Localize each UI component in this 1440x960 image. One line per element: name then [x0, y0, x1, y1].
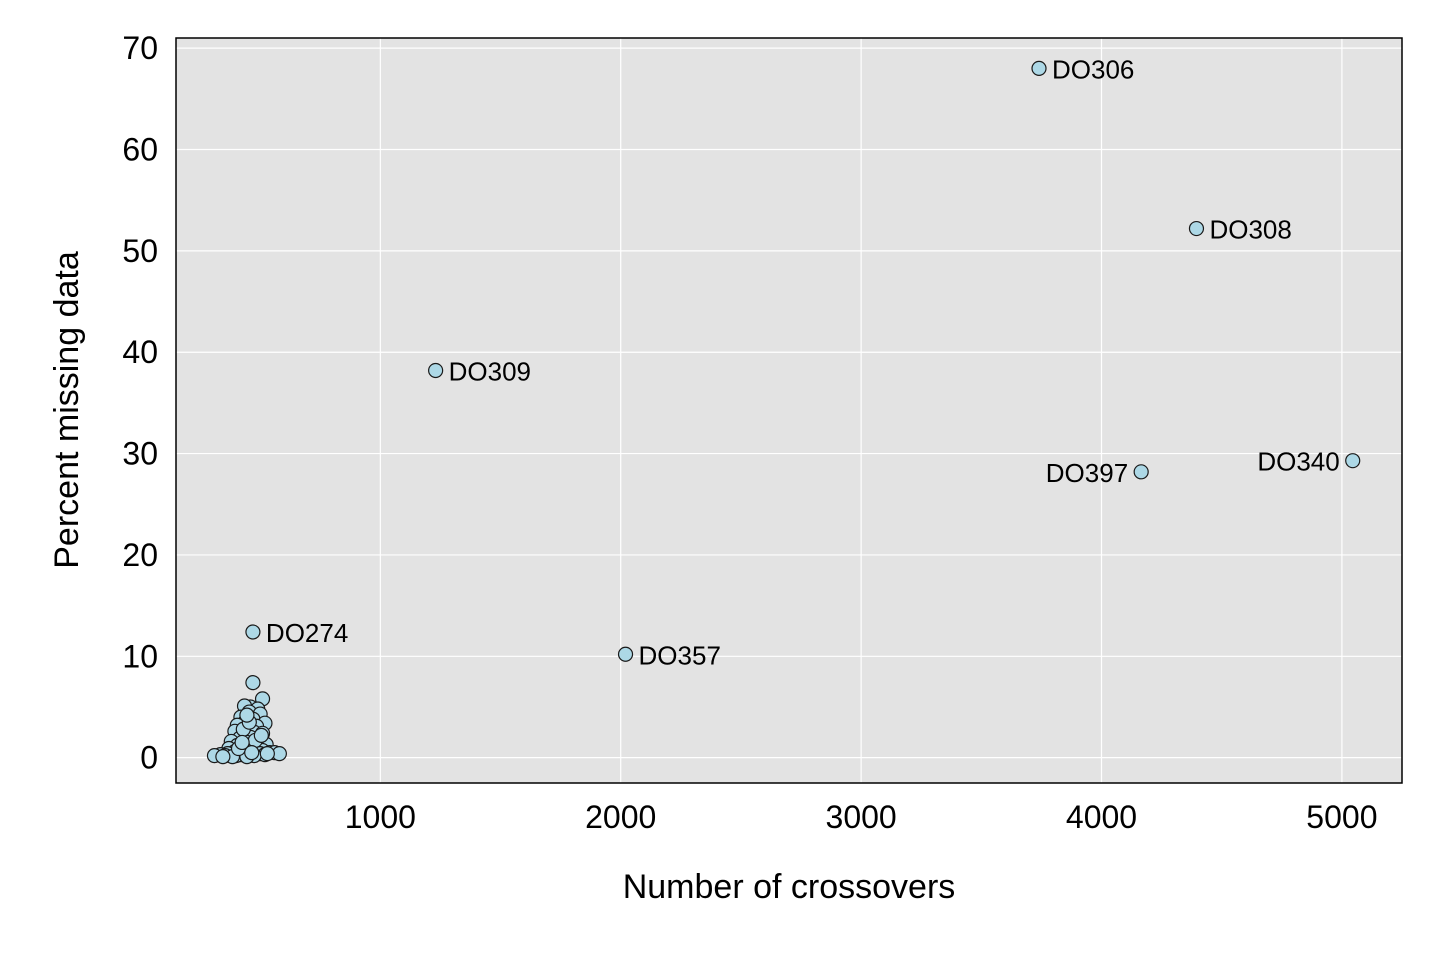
point-label: DO397: [1046, 458, 1128, 488]
point-label: DO306: [1052, 54, 1134, 84]
y-tick-label: 50: [122, 233, 158, 269]
point-label: DO340: [1257, 447, 1339, 477]
grid-lines: [176, 38, 1402, 783]
labeled-point: [1188, 220, 1205, 237]
labeled-point: [617, 646, 634, 662]
data-point: [244, 744, 260, 761]
point-label: DO308: [1209, 215, 1291, 245]
point-label: DO274: [266, 618, 348, 648]
y-tick-labels: 0 10 20 30 40 50 60 70: [122, 30, 158, 776]
x-tick-label: 5000: [1306, 799, 1377, 835]
y-axis-title: Percent missing data: [48, 251, 86, 569]
x-tick-label: 4000: [1066, 799, 1137, 835]
data-point: [259, 746, 275, 762]
labeled-point: [1345, 453, 1361, 469]
data-point: [215, 749, 231, 765]
labeled-point: [1133, 464, 1149, 480]
y-tick-label: 40: [122, 334, 158, 370]
x-tick-label: 2000: [585, 799, 656, 835]
data-point: [239, 707, 255, 723]
data-point: [245, 675, 261, 691]
data-point: [234, 734, 250, 751]
y-tick-label: 60: [122, 131, 158, 167]
y-tick-label: 30: [122, 436, 158, 472]
point-labels: DO306 DO308 DO309 DO397 DO340 DO274 DO357: [266, 54, 1340, 670]
x-axis-title: Number of crossovers: [623, 868, 956, 906]
y-tick-label: 0: [140, 740, 158, 776]
data-point: [253, 727, 269, 743]
labeled-point: [428, 362, 444, 379]
x-tick-label: 3000: [826, 799, 897, 835]
y-tick-label: 20: [122, 537, 158, 573]
point-label: DO309: [449, 356, 531, 386]
x-tick-labels: 1000 2000 3000 4000 5000: [345, 799, 1378, 835]
x-tick-label: 1000: [345, 799, 416, 835]
plot-frame: [175, 37, 1403, 784]
labeled-point: [1031, 60, 1047, 77]
labeled-point: [245, 624, 261, 640]
y-tick-label: 10: [122, 638, 158, 674]
point-label: DO357: [639, 640, 721, 670]
y-tick-label: 70: [122, 30, 158, 66]
points-layer: [206, 60, 1361, 765]
